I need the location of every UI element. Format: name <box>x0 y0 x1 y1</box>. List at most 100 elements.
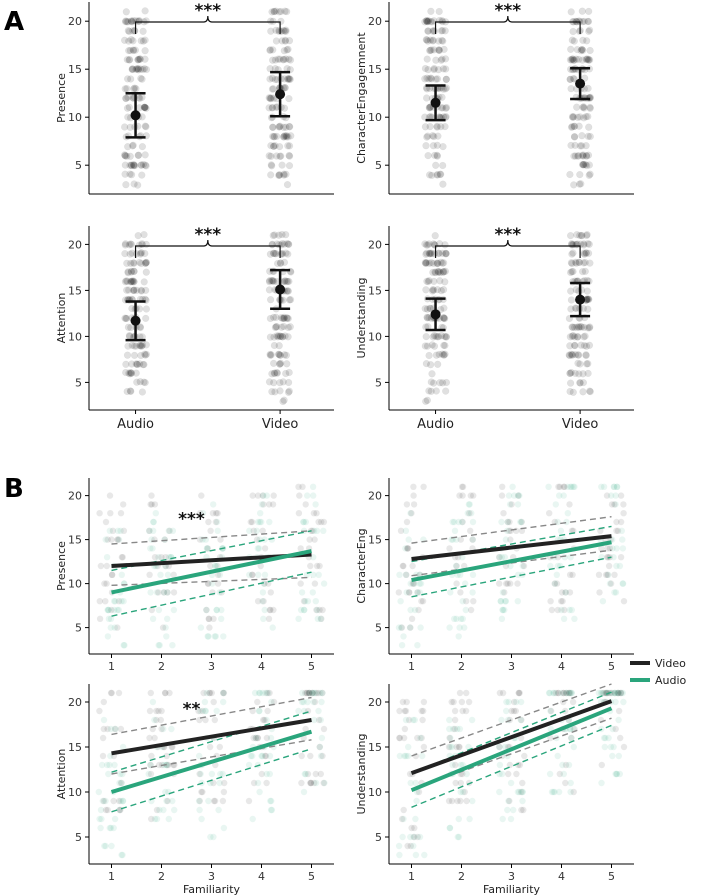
raw-data-point <box>276 55 284 63</box>
raw-data-point <box>501 554 508 561</box>
raw-data-point <box>503 707 510 715</box>
raw-data-point <box>320 580 328 587</box>
raw-data-point <box>267 171 275 179</box>
raw-data-point <box>136 342 144 350</box>
raw-data-point <box>585 341 594 349</box>
raw-data-point <box>437 56 445 64</box>
raw-data-point <box>266 333 275 341</box>
raw-data-point <box>402 527 410 534</box>
raw-data-point <box>254 518 262 526</box>
raw-data-point <box>612 589 620 596</box>
raw-data-point <box>402 571 410 578</box>
raw-data-point <box>140 65 149 73</box>
raw-data-point <box>410 833 417 841</box>
raw-data-point <box>275 171 283 179</box>
raw-data-point <box>466 815 473 823</box>
raw-data-point <box>119 851 126 859</box>
raw-data-point <box>202 707 209 715</box>
raw-data-point <box>115 598 123 605</box>
raw-data-point <box>197 624 205 631</box>
raw-data-point <box>506 527 513 534</box>
raw-data-point <box>155 642 162 649</box>
y-tick-label: 20 <box>368 15 382 28</box>
raw-data-point <box>110 797 117 805</box>
raw-data-point <box>421 123 430 131</box>
raw-data-point <box>442 65 450 73</box>
raw-data-point <box>435 268 443 276</box>
raw-data-point <box>584 112 592 121</box>
raw-data-point <box>216 743 223 751</box>
raw-data-point <box>579 161 588 169</box>
raw-data-point <box>597 689 605 697</box>
raw-data-point <box>160 806 167 814</box>
raw-data-point <box>448 743 456 751</box>
ci-bound-audio <box>111 710 312 773</box>
raw-data-point <box>579 46 587 54</box>
raw-data-point <box>203 606 210 614</box>
raw-data-point <box>613 689 621 697</box>
raw-data-point <box>309 689 316 697</box>
raw-data-point <box>455 633 462 640</box>
raw-data-point <box>598 483 605 490</box>
raw-data-point <box>555 689 562 697</box>
raw-data-point <box>469 589 476 596</box>
raw-data-point <box>307 779 315 787</box>
raw-data-point <box>506 518 513 526</box>
raw-data-point <box>561 554 568 561</box>
raw-data-point <box>602 571 610 578</box>
raw-data-point <box>164 571 172 578</box>
raw-data-point <box>507 779 515 787</box>
raw-data-point <box>250 734 257 742</box>
raw-data-point <box>276 259 285 267</box>
raw-data-point <box>315 518 322 526</box>
raw-data-point <box>572 259 580 267</box>
raw-data-point <box>280 123 288 131</box>
raw-data-point <box>258 501 266 508</box>
raw-data-point <box>278 333 287 341</box>
raw-data-point <box>270 142 278 150</box>
raw-data-point <box>100 725 108 733</box>
raw-data-point <box>575 258 583 267</box>
raw-data-point <box>319 689 326 697</box>
raw-data-point <box>395 624 403 631</box>
raw-data-point <box>111 606 118 614</box>
raw-data-point <box>427 387 435 395</box>
raw-data-point <box>519 779 526 787</box>
raw-data-point <box>551 580 559 587</box>
raw-data-point <box>165 527 172 534</box>
raw-data-point <box>263 492 270 499</box>
raw-data-point <box>461 624 468 631</box>
raw-data-point <box>562 589 569 596</box>
raw-data-point <box>260 501 267 508</box>
raw-data-point <box>280 396 288 404</box>
raw-data-point <box>417 734 424 742</box>
raw-data-point <box>124 269 132 277</box>
raw-data-point <box>498 492 506 499</box>
raw-data-point <box>515 761 522 769</box>
raw-data-point <box>565 761 573 769</box>
y-tick-label: 20 <box>368 238 382 251</box>
raw-data-point <box>109 527 117 534</box>
raw-data-point <box>149 698 157 706</box>
raw-data-point <box>553 580 561 587</box>
raw-data-point <box>619 545 627 552</box>
raw-data-point <box>584 295 593 304</box>
raw-data-point <box>258 752 265 760</box>
raw-data-point <box>423 396 432 404</box>
raw-data-point <box>613 483 621 490</box>
raw-data-point <box>453 562 460 570</box>
raw-data-point <box>410 492 417 499</box>
raw-data-point <box>455 518 462 526</box>
raw-data-point <box>157 571 164 578</box>
raw-data-point <box>210 615 217 622</box>
raw-data-point <box>248 518 256 526</box>
raw-data-point <box>146 527 153 534</box>
raw-data-point <box>430 27 439 35</box>
raw-data-point <box>137 286 146 294</box>
raw-data-point <box>615 716 622 724</box>
raw-data-point <box>407 842 414 850</box>
raw-data-point <box>496 788 503 796</box>
raw-data-point <box>423 18 431 26</box>
raw-data-point <box>97 824 104 832</box>
raw-data-point <box>426 249 434 258</box>
